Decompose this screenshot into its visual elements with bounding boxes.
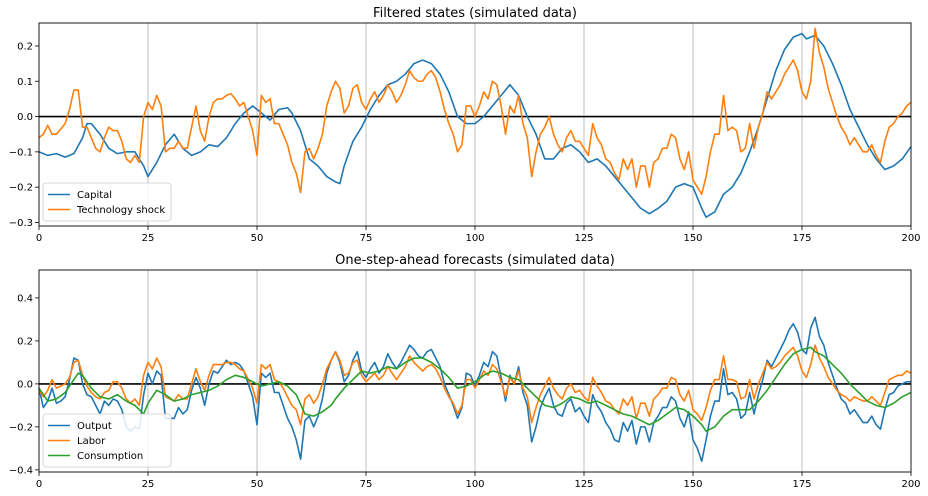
x-tick-label: 175 — [792, 233, 811, 244]
x-tick-label: 75 — [360, 233, 373, 244]
x-tick-label: 200 — [901, 479, 920, 490]
y-tick-label: 0.2 — [17, 41, 33, 52]
x-tick-label: 75 — [360, 479, 373, 490]
bottom-chart-legend: Output Labor Consumption — [42, 413, 172, 468]
x-tick-label: 0 — [36, 233, 42, 244]
y-tick-label: 0.4 — [17, 293, 33, 304]
y-tick-label: 0.2 — [17, 336, 33, 347]
legend-label-output: Output — [77, 421, 112, 432]
legend-label-labor: Labor — [77, 436, 106, 447]
top-chart: Filtered states (simulated data) 0 25 50 75… — [9, 6, 921, 244]
x-tick-label: 25 — [142, 479, 155, 490]
x-tick-label: 150 — [683, 479, 702, 490]
bottom-chart-y-axis: −0.4 −0.2 0.0 0.2 0.4 — [9, 293, 39, 476]
y-tick-label: −0.3 — [9, 218, 33, 229]
bottom-chart-title: One-step-ahead forecasts (simulated data… — [335, 253, 615, 268]
top-chart-legend: Capital Technology shock — [42, 182, 172, 222]
x-tick-label: 100 — [465, 233, 484, 244]
y-tick-label: 0.1 — [17, 77, 33, 88]
x-tick-label: 25 — [142, 233, 155, 244]
series-line-technology-shock — [38, 27, 912, 196]
x-tick-label: 150 — [683, 233, 702, 244]
legend-label-consumption: Consumption — [77, 451, 143, 462]
top-chart-title: Filtered states (simulated data) — [373, 6, 577, 21]
y-tick-label: −0.4 — [9, 465, 33, 476]
x-tick-label: 50 — [251, 479, 264, 490]
legend-label-capital: Capital — [77, 190, 112, 201]
x-tick-label: 100 — [465, 479, 484, 490]
x-tick-label: 50 — [251, 233, 264, 244]
legend-box — [42, 413, 172, 468]
x-tick-label: 200 — [901, 233, 920, 244]
y-tick-label: −0.1 — [9, 147, 33, 158]
x-tick-label: 175 — [792, 479, 811, 490]
x-tick-label: 0 — [36, 479, 42, 490]
bottom-chart-x-axis: 0 25 50 75 100 125 150 175 200 — [36, 472, 921, 490]
y-tick-label: −0.2 — [9, 422, 33, 433]
legend-box — [42, 182, 172, 222]
bottom-chart-grid — [147, 270, 803, 472]
y-tick-label: −0.2 — [9, 183, 33, 194]
bottom-chart: One-step-ahead forecasts (simulated data… — [9, 253, 921, 490]
x-tick-label: 125 — [574, 479, 593, 490]
top-chart-x-axis: 0 25 50 75 100 125 150 175 200 — [36, 226, 921, 244]
top-chart-y-axis: −0.3 −0.2 −0.1 0.0 0.1 0.2 — [9, 41, 39, 229]
legend-label-technology-shock: Technology shock — [76, 205, 165, 216]
bottom-chart-series — [38, 316, 912, 463]
top-chart-series — [38, 27, 912, 218]
y-tick-label: 0.0 — [17, 379, 33, 390]
series-line-consumption — [38, 346, 912, 432]
x-tick-label: 125 — [574, 233, 593, 244]
y-tick-label: 0.0 — [17, 112, 33, 123]
